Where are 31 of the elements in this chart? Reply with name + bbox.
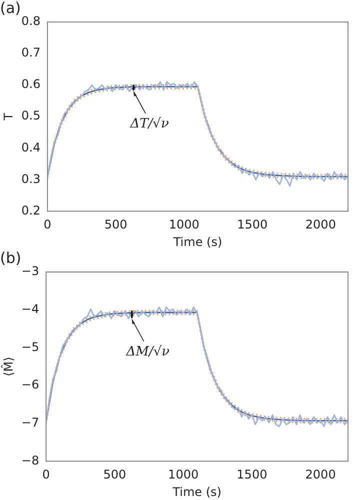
y-axis-title: T — [1, 112, 16, 122]
x-tick-label: 0 — [42, 468, 50, 482]
y-tick-label: −8 — [21, 453, 40, 468]
x-tick-label: 500 — [104, 218, 128, 232]
x-tick-label: 0 — [44, 218, 52, 232]
y-axis-title: ⟨M̂⟩ — [1, 356, 16, 376]
y-tick-label: 0.6 — [21, 77, 40, 92]
x-axis-title: Time (s) — [172, 234, 222, 249]
x-tick-label: 500 — [103, 468, 126, 482]
x-tick-label: 2000 — [305, 218, 336, 232]
y-tick-label: −3 — [21, 264, 40, 278]
y-tick-label: −5 — [21, 340, 40, 354]
x-tick-label: 1500 — [237, 218, 268, 232]
y-tick-label: 0.7 — [21, 46, 40, 60]
x-tick-label: 1000 — [168, 468, 199, 482]
y-tick-label: 0.3 — [21, 172, 40, 186]
x-tick-label: 2000 — [305, 468, 336, 482]
y-tick-label: 0.8 — [21, 14, 40, 28]
y-tick-label: 0.2 — [21, 203, 40, 218]
y-tick-label: −6 — [21, 378, 40, 392]
annotation: ΔT/√ν — [129, 116, 169, 132]
chart-title: (a) — [0, 0, 21, 17]
y-tick-label: 0.4 — [21, 140, 40, 154]
annotation: ΔM/√ν — [125, 344, 170, 360]
y-tick-label: 0.5 — [21, 108, 40, 123]
x-tick-label: 1500 — [236, 468, 268, 482]
x-axis-title: Time (s) — [172, 484, 222, 499]
x-tick-label: 1000 — [168, 218, 200, 232]
chart-title: (b) — [0, 248, 22, 267]
y-tick-label: −7 — [21, 415, 40, 430]
y-tick-label: −4 — [21, 302, 40, 316]
